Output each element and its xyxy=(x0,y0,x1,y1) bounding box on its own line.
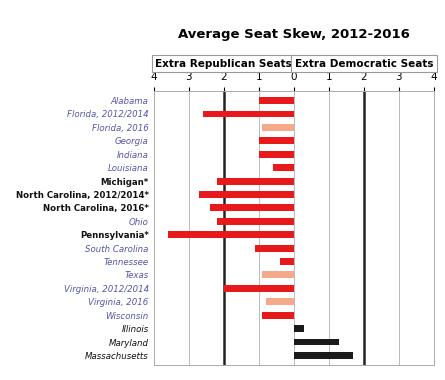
Bar xyxy=(202,111,294,117)
Bar xyxy=(294,325,304,332)
Bar xyxy=(262,271,294,279)
Text: Extra Republican Seats: Extra Republican Seats xyxy=(155,59,292,69)
Bar xyxy=(262,124,294,131)
Bar xyxy=(262,312,294,319)
Bar xyxy=(280,258,294,265)
Text: Extra Democratic Seats: Extra Democratic Seats xyxy=(295,59,433,69)
Title: Average Seat Skew, 2012-2016: Average Seat Skew, 2012-2016 xyxy=(178,28,410,41)
Bar xyxy=(294,352,353,359)
Bar xyxy=(294,339,339,345)
Bar xyxy=(266,298,294,305)
Bar xyxy=(210,204,294,211)
Bar xyxy=(199,191,294,198)
Bar xyxy=(224,285,294,292)
Bar xyxy=(167,231,294,238)
Bar xyxy=(259,137,294,144)
Bar xyxy=(259,97,294,104)
Bar xyxy=(217,177,294,185)
Bar xyxy=(273,164,294,171)
Bar xyxy=(255,245,294,252)
Bar xyxy=(217,218,294,225)
Bar xyxy=(259,151,294,158)
